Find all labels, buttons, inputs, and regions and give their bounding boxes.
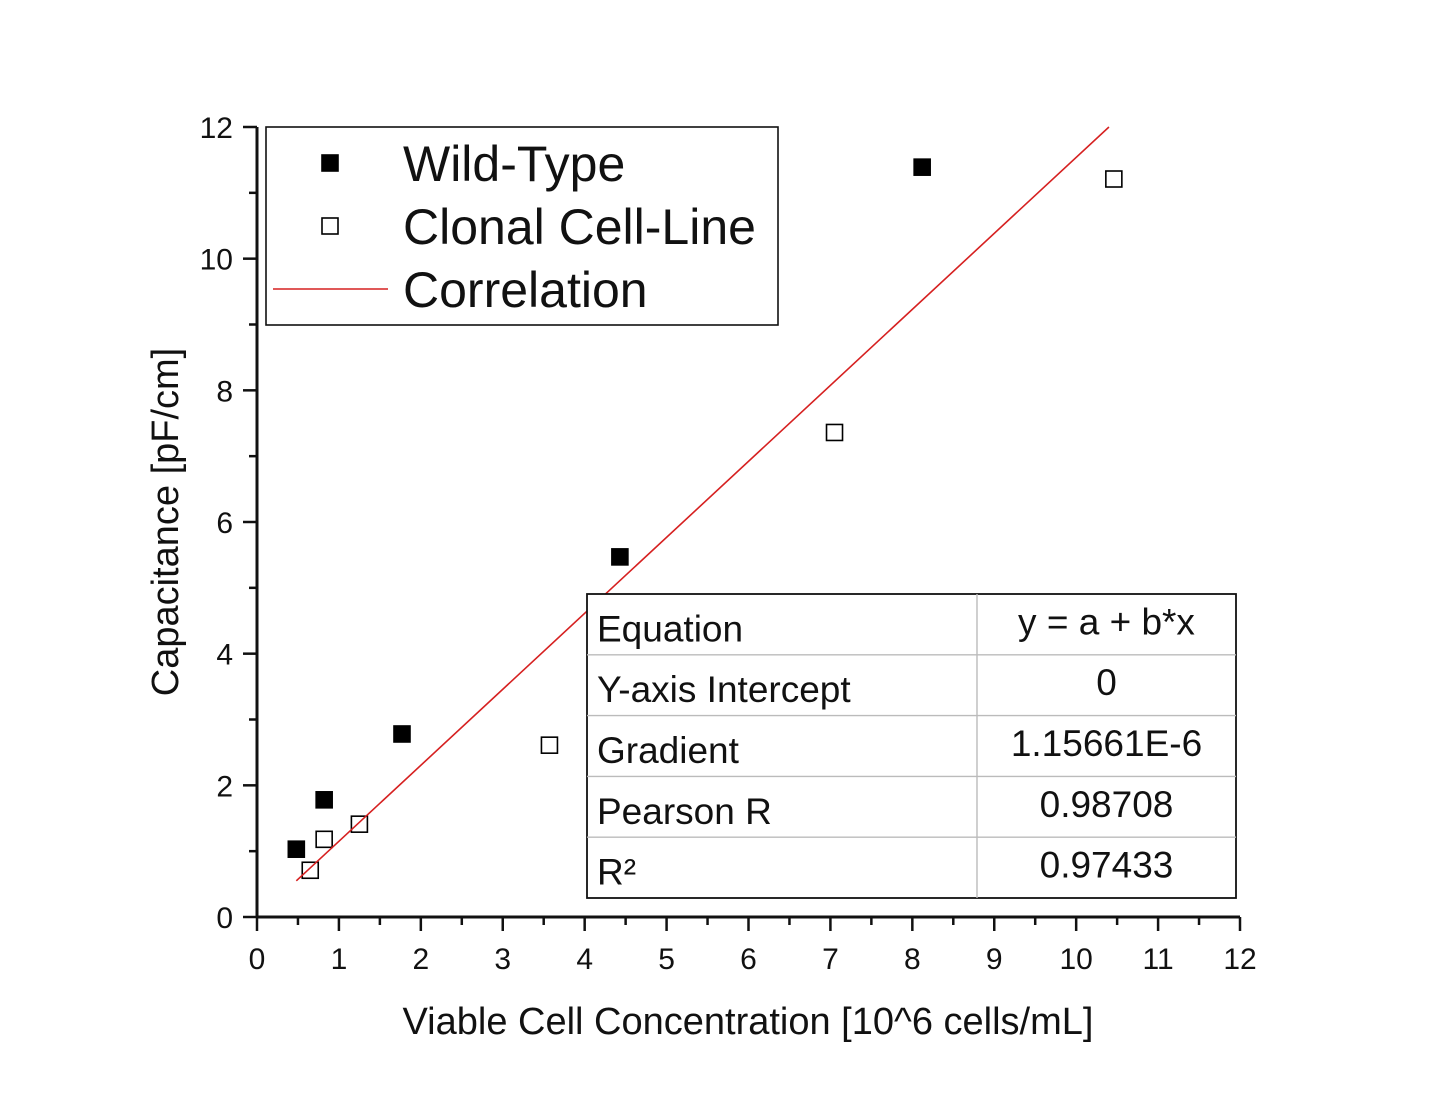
- y-tick-label: 12: [200, 112, 233, 145]
- x-tick-label: 0: [249, 943, 266, 976]
- x-tick-label: 12: [1223, 943, 1256, 976]
- legend-box: [265, 126, 779, 326]
- fit-table-label: Equation: [597, 608, 743, 649]
- x-tick-label: 10: [1059, 943, 1092, 976]
- x-tick-label: 8: [904, 943, 921, 976]
- y-tick-label: 6: [216, 507, 233, 540]
- y-tick-label: 10: [200, 244, 233, 277]
- y-tick-label: 0: [216, 902, 233, 935]
- x-tick-label: 11: [1143, 943, 1174, 976]
- fit-table-value: 0.98708: [1040, 784, 1174, 825]
- x-tick-label: 2: [412, 943, 429, 976]
- y-axis-title: Capacitance [pF/cm]: [145, 348, 187, 696]
- y-tick-label: 4: [216, 639, 233, 672]
- clonal-point: [540, 736, 559, 754]
- x-tick-label: 9: [986, 943, 1003, 976]
- x-tick-label: 7: [822, 943, 839, 976]
- wild-type-point: [611, 548, 629, 566]
- wild-type-point: [315, 791, 333, 809]
- correlation-line: [295, 126, 1110, 882]
- legend-label: Wild-Type: [403, 136, 625, 192]
- fit-table-label: Y-axis Intercept: [597, 669, 851, 710]
- fit-table-value: 0: [1096, 662, 1117, 703]
- x-tick-label: 1: [331, 943, 348, 976]
- legend-clonal-swatch: [321, 217, 339, 235]
- marks: [287, 126, 1123, 882]
- fit-table-value: y = a + b*x: [1018, 601, 1195, 642]
- x-tick-label: 6: [740, 943, 757, 976]
- x-axis-title: Viable Cell Concentration [10^6 cells/mL…: [403, 1001, 1094, 1043]
- clonal-point: [301, 861, 320, 880]
- y-tick-label: 8: [216, 375, 233, 408]
- clonal-point: [315, 830, 333, 849]
- fit-table-value: 0.97433: [1040, 845, 1174, 886]
- x-tick-label: 4: [576, 943, 593, 976]
- clonal-point: [350, 815, 369, 833]
- legend-label: Clonal Cell-Line: [403, 199, 756, 255]
- fit-table-border: [586, 593, 1237, 899]
- legend: Wild-Type Clonal Cell-Line Correlation: [265, 126, 779, 326]
- fit-table-label: Gradient: [597, 730, 740, 771]
- x-tick-label: 3: [494, 943, 511, 976]
- fit-table: Equation y = a + b*x Y-axis Intercept 0 Grad…: [586, 593, 1237, 899]
- wild-type-point: [287, 840, 306, 858]
- x-tick-label: 5: [658, 943, 675, 976]
- wild-type-point: [393, 725, 411, 743]
- y-tick-label: 2: [216, 770, 233, 803]
- clonal-point: [825, 423, 844, 442]
- wild-type-point: [913, 158, 931, 176]
- fit-table-value: 1.15661E-6: [1011, 723, 1202, 764]
- fit-table-label: R²: [597, 852, 636, 893]
- legend-wild-type-swatch: [321, 154, 339, 172]
- fit-table-label: Pearson R: [597, 791, 772, 832]
- clonal-point: [1105, 170, 1123, 188]
- legend-label: Correlation: [403, 262, 648, 318]
